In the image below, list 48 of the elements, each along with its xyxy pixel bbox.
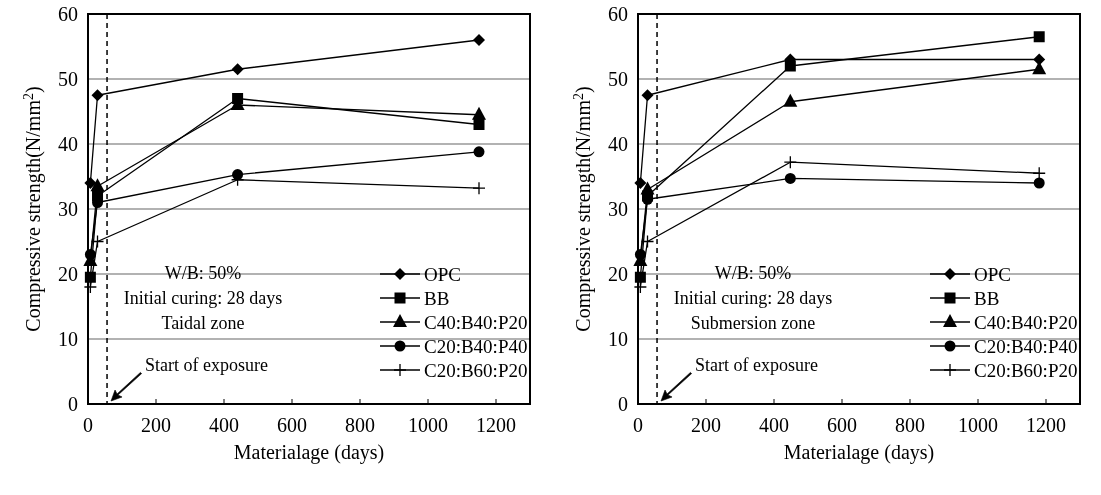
x-tick-label: 0 [83, 414, 93, 436]
legend-label: C20:B40:P40 [424, 336, 528, 357]
annotation: Submersion zone [690, 313, 816, 333]
y-tick-label: 60 [608, 3, 628, 25]
x-tick-label: 400 [759, 414, 789, 436]
legend-label: OPC [974, 264, 1011, 285]
y-tick-label: 0 [68, 393, 78, 415]
legend-label: BB [974, 288, 1000, 309]
annotation: Initial curing: 28 days [673, 288, 833, 308]
x-tick-label: 400 [209, 414, 239, 436]
x-tick-label: 1000 [408, 414, 448, 436]
legend-label: C20:B60:P20 [974, 360, 1078, 381]
annotation: Taidal zone [161, 313, 245, 333]
legend-label: C20:B40:P40 [974, 336, 1078, 357]
x-tick-label: 600 [277, 414, 307, 436]
x-tick-label: 1000 [958, 414, 998, 436]
x-tick-label: 600 [827, 414, 857, 436]
x-tick-label: 0 [633, 414, 643, 436]
x-tick-label: 200 [141, 414, 171, 436]
annotation: Initial curing: 28 days [123, 288, 283, 308]
y-tick-label: 40 [58, 133, 78, 155]
legend-label: C40:B40:P20 [974, 312, 1078, 333]
y-tick-label: 50 [608, 68, 628, 90]
legend-label: OPC [424, 264, 461, 285]
legend-label: C20:B60:P20 [424, 360, 528, 381]
y-tick-label: 10 [58, 328, 78, 350]
annotation: Start of exposure [695, 355, 819, 375]
annotation: W/B: 50% [714, 263, 792, 283]
x-axis-title: Materialage (days) [783, 441, 935, 464]
legend-label: C40:B40:P20 [424, 312, 528, 333]
x-tick-label: 800 [345, 414, 375, 436]
y-tick-label: 60 [58, 3, 78, 25]
y-tick-label: 10 [608, 328, 628, 350]
y-tick-label: 0 [618, 393, 628, 415]
y-tick-label: 50 [58, 68, 78, 90]
x-tick-label: 1200 [1026, 414, 1066, 436]
x-tick-label: 200 [691, 414, 721, 436]
y-tick-label: 20 [608, 263, 628, 285]
annotation: Start of exposure [145, 355, 269, 375]
y-tick-label: 20 [58, 263, 78, 285]
y-tick-label: 30 [58, 198, 78, 220]
annotation: W/B: 50% [164, 263, 242, 283]
y-tick-label: 40 [608, 133, 628, 155]
x-tick-label: 800 [895, 414, 925, 436]
x-axis-title: Materialage (days) [233, 441, 385, 464]
legend-label: BB [424, 288, 450, 309]
x-tick-label: 1200 [476, 414, 516, 436]
y-tick-label: 30 [608, 198, 628, 220]
